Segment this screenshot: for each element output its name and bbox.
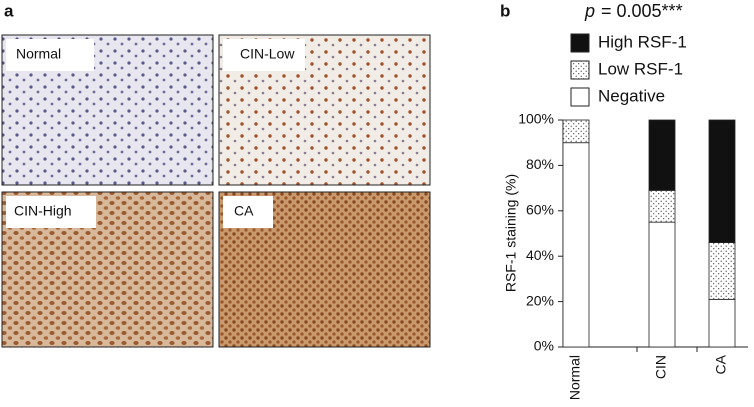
legend-swatch: [570, 60, 590, 80]
p-value: = 0.005***: [601, 1, 683, 21]
x-tick-label: CA: [713, 354, 729, 374]
image-label: CIN-High: [14, 203, 72, 219]
y-tick-label: 60%: [526, 202, 554, 218]
label-box: [6, 196, 96, 228]
bar-segment: [648, 189, 676, 223]
bar-segment: [648, 221, 676, 348]
x-tick-label: CIN: [653, 355, 669, 379]
bar-segment: [708, 119, 736, 243]
legend-label: Low RSF-1: [598, 59, 683, 78]
label-box: [223, 196, 273, 228]
legend-swatch: [570, 33, 590, 53]
y-tick-label: 20%: [526, 292, 554, 308]
legend-label: High RSF-1: [598, 32, 687, 51]
y-tick-label: 40%: [526, 247, 554, 263]
bar-segment: [708, 242, 736, 300]
image-label: CIN-Low: [240, 46, 295, 62]
bar-segment: [648, 119, 676, 191]
x-tick-label: Normal: [567, 355, 583, 400]
image-label: Normal: [16, 46, 61, 62]
panel-label: b: [500, 1, 510, 20]
label-box: [6, 39, 94, 71]
p-symbol: p: [584, 1, 595, 21]
y-axis-label: RSF-1 staining (%): [503, 174, 519, 292]
panel-label: a: [4, 1, 14, 20]
y-tick-label: 100%: [518, 111, 554, 127]
bar-segment: [562, 119, 590, 144]
y-tick-label: 0%: [534, 338, 554, 354]
bar-segment: [562, 142, 590, 348]
label-box: [223, 39, 305, 71]
legend-label: Negative: [598, 86, 665, 105]
legend-swatch: [570, 87, 590, 107]
bar-segment: [708, 298, 736, 348]
image-label: CA: [234, 203, 254, 219]
y-tick-label: 80%: [526, 156, 554, 172]
